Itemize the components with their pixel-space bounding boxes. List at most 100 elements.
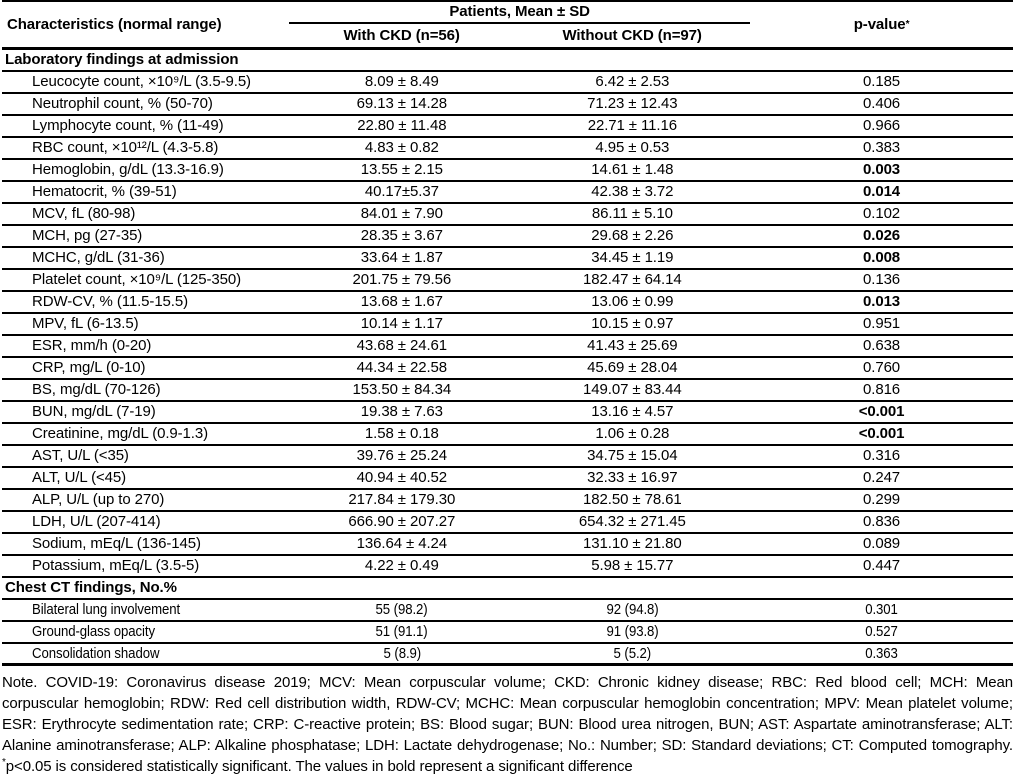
- cell-pvalue: 0.447: [750, 556, 1013, 576]
- cell-pvalue-text: 0.102: [863, 205, 901, 222]
- cell-pvalue-text: 0.406: [863, 95, 901, 112]
- cell-without-ckd: 92 (94.8): [515, 600, 751, 620]
- row-label: RDW-CV, % (11.5-15.5): [2, 292, 289, 312]
- cell-without-ckd: 14.61 ± 1.48: [515, 160, 751, 180]
- col-header-patients-group: Patients, Mean ± SD With CKD (n=56) With…: [289, 2, 751, 47]
- col-header-with-ckd: With CKD (n=56): [343, 27, 460, 44]
- cell-with-ckd-text: 217.84 ± 179.30: [348, 491, 456, 508]
- row-label-text: ALP, U/L (up to 270): [32, 491, 165, 508]
- cell-without-ckd: 10.15 ± 0.97: [515, 314, 751, 334]
- row-label-text: Leucocyte count, ×10⁹/L (3.5-9.5): [32, 73, 251, 90]
- cell-without-ckd: 42.38 ± 3.72: [515, 182, 751, 202]
- cell-without-ckd: 654.32 ± 271.45: [515, 512, 751, 532]
- cell-without-ckd: 71.23 ± 12.43: [515, 94, 751, 114]
- cell-without-ckd: 34.75 ± 15.04: [515, 446, 751, 466]
- cell-pvalue: 0.136: [750, 270, 1013, 290]
- row-label-text: Consolidation shadow: [32, 645, 160, 662]
- cell-without-ckd: 34.45 ± 1.19: [515, 248, 751, 268]
- row-label: Hematocrit, % (39-51): [2, 182, 289, 202]
- row-label-text: Creatinine, mg/dL (0.9-1.3): [32, 425, 208, 442]
- cell-pvalue-text: 0.003: [863, 161, 901, 178]
- cell-without-ckd-text: 86.11 ± 5.10: [591, 205, 673, 222]
- cell-without-ckd: 45.69 ± 28.04: [515, 358, 751, 378]
- row-label-text: Ground-glass opacity: [32, 623, 155, 640]
- cell-without-ckd-text: 22.71 ± 11.16: [587, 117, 677, 134]
- cell-pvalue: 0.301: [750, 600, 1013, 620]
- cell-pvalue: 0.951: [750, 314, 1013, 334]
- table-row: Lymphocyte count, % (11-49) 22.80 ± 11.48…: [2, 116, 1013, 138]
- cell-without-ckd-text: 5.98 ± 15.77: [591, 557, 674, 574]
- cell-with-ckd-text: 5 (8.9): [383, 645, 421, 662]
- cell-without-ckd-text: 182.47 ± 64.14: [583, 271, 682, 288]
- row-label-text: Potassium, mEq/L (3.5-5): [32, 557, 200, 574]
- cell-with-ckd-text: 1.58 ± 0.18: [364, 425, 439, 442]
- col-header-without-ckd: Without CKD (n=97): [562, 27, 702, 44]
- cell-with-ckd: 40.17±5.37: [289, 182, 514, 202]
- section-label: Chest CT findings, No.%: [5, 579, 177, 596]
- cell-with-ckd-text: 666.90 ± 207.27: [348, 513, 456, 530]
- row-label: Ground-glass opacity: [2, 622, 289, 642]
- table-row: ALT, U/L (<45) 40.94 ± 40.52 32.33 ± 16.97…: [2, 468, 1013, 490]
- table-row: Leucocyte count, ×10⁹/L (3.5-9.5) 8.09 ± …: [2, 72, 1013, 94]
- col-header-pvalue: p-value *: [853, 16, 910, 33]
- cell-with-ckd: 217.84 ± 179.30: [289, 490, 514, 510]
- row-label: ESR, mm/h (0-20): [2, 336, 289, 356]
- row-label-text: MPV, fL (6-13.5): [32, 315, 139, 332]
- row-label: Creatinine, mg/dL (0.9-1.3): [2, 424, 289, 444]
- row-label: RBC count, ×10¹²/L (4.3-5.8): [2, 138, 289, 158]
- cell-pvalue-text: 0.136: [863, 271, 901, 288]
- cell-pvalue: 0.003: [750, 160, 1013, 180]
- cell-pvalue: <0.001: [750, 424, 1013, 444]
- cell-pvalue-text: 0.383: [863, 139, 901, 156]
- cell-with-ckd: 43.68 ± 24.61: [289, 336, 514, 356]
- cell-with-ckd: 19.38 ± 7.63: [289, 402, 514, 422]
- table-row: AST, U/L (<35) 39.76 ± 25.24 34.75 ± 15.04…: [2, 446, 1013, 468]
- cell-with-ckd-text: 19.38 ± 7.63: [360, 403, 443, 420]
- cell-pvalue: 0.102: [750, 204, 1013, 224]
- cell-without-ckd: 86.11 ± 5.10: [515, 204, 751, 224]
- cell-pvalue: 0.406: [750, 94, 1013, 114]
- cell-pvalue-text: 0.447: [863, 557, 901, 574]
- cell-without-ckd: 6.42 ± 2.53: [515, 72, 751, 92]
- cell-without-ckd: 13.16 ± 4.57: [515, 402, 751, 422]
- footnote-abbreviations: Note. COVID-19: Coronavirus disease 2019…: [2, 674, 1013, 754]
- cell-pvalue: 0.026: [750, 226, 1013, 246]
- row-label: BS, mg/dL (70-126): [2, 380, 289, 400]
- section-label: Laboratory findings at admission: [5, 51, 239, 68]
- row-label: MCH, pg (27-35): [2, 226, 289, 246]
- cell-pvalue-text: <0.001: [858, 425, 905, 442]
- footnote-asterisk: *: [2, 757, 6, 768]
- cell-with-ckd-text: 39.76 ± 25.24: [356, 447, 447, 464]
- cell-with-ckd-text: 40.94 ± 40.52: [356, 469, 447, 486]
- cell-without-ckd-text: 654.32 ± 271.45: [578, 513, 686, 530]
- row-label-text: LDH, U/L (207-414): [32, 513, 161, 530]
- cell-with-ckd-text: 22.80 ± 11.48: [357, 117, 447, 134]
- table-row: Hemoglobin, g/dL (13.3-16.9) 13.55 ± 2.15…: [2, 160, 1013, 182]
- cell-without-ckd-text: 149.07 ± 83.44: [583, 381, 682, 398]
- cell-pvalue-text: 0.014: [863, 183, 901, 200]
- cell-without-ckd: 4.95 ± 0.53: [515, 138, 751, 158]
- table-row: ESR, mm/h (0-20) 43.68 ± 24.61 41.43 ± 25.…: [2, 336, 1013, 358]
- cell-pvalue-text: 0.816: [863, 381, 901, 398]
- cell-with-ckd-text: 43.68 ± 24.61: [356, 337, 447, 354]
- row-label-text: MCH, pg (27-35): [32, 227, 143, 244]
- cell-pvalue: 0.527: [750, 622, 1013, 642]
- cell-without-ckd-text: 71.23 ± 12.43: [587, 95, 678, 112]
- cell-without-ckd-text: 10.15 ± 0.97: [591, 315, 674, 332]
- row-label-text: ALT, U/L (<45): [32, 469, 127, 486]
- cell-without-ckd-text: 32.33 ± 16.97: [587, 469, 678, 486]
- cell-with-ckd: 4.83 ± 0.82: [289, 138, 514, 158]
- cell-with-ckd-text: 55 (98.2): [375, 601, 428, 618]
- footnote-significance: p<0.05 is considered statistically signi…: [5, 758, 633, 775]
- table-row: BUN, mg/dL (7-19) 19.38 ± 7.63 13.16 ± 4.5…: [2, 402, 1013, 424]
- row-label: MCHC, g/dL (31-36): [2, 248, 289, 268]
- row-label-text: BUN, mg/dL (7-19): [32, 403, 156, 420]
- cell-with-ckd: 13.55 ± 2.15: [289, 160, 514, 180]
- row-label: LDH, U/L (207-414): [2, 512, 289, 532]
- cell-without-ckd: 13.06 ± 0.99: [515, 292, 751, 312]
- cell-without-ckd: 131.10 ± 21.80: [515, 534, 751, 554]
- row-label: ALT, U/L (<45): [2, 468, 289, 488]
- row-label-text: BS, mg/dL (70-126): [32, 381, 161, 398]
- cell-pvalue-text: 0.089: [863, 535, 901, 552]
